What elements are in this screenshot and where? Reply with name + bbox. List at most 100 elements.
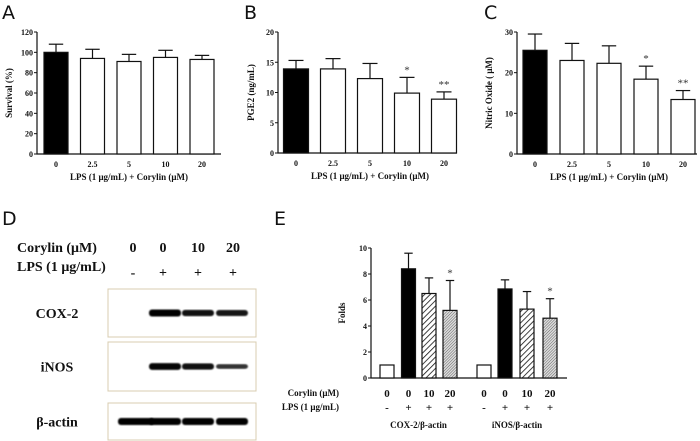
- corylin-row-label: Corylin (μM): [17, 241, 97, 256]
- y-tick-label: 20: [266, 28, 274, 37]
- corylin-value: 20: [226, 241, 240, 256]
- bar: [670, 98, 696, 155]
- bar: [356, 77, 384, 154]
- lps-value: -: [131, 266, 136, 281]
- x-tick-label: 5: [127, 160, 131, 169]
- chart-nitric-oxide: 0 10 20 30 Nitric Oxide ( μM) 0 2.5 5 * 10 ** 20 LPS…: [484, 28, 697, 182]
- blot-band: [216, 364, 248, 369]
- y-axis-label: PGE2 (ng/mL): [246, 64, 256, 121]
- lps-value: -: [482, 402, 486, 414]
- x-tick-label: 20: [198, 160, 206, 169]
- y-tick-label: 4: [363, 322, 367, 331]
- bar: [596, 62, 622, 155]
- x-axis-label: LPS (1 μg/mL) + Corylin (μM): [311, 171, 429, 181]
- panel-label-d: D: [2, 208, 17, 230]
- bar: [379, 364, 395, 379]
- x-axis-label: LPS (1 μg/mL) + Corylin (μM): [70, 172, 188, 182]
- bar: [319, 68, 347, 154]
- y-tick-label: 0: [29, 150, 33, 159]
- x-tick-label: 20: [679, 160, 687, 169]
- corylin-value: 0: [481, 388, 487, 400]
- corylin-value: 20: [545, 388, 557, 400]
- x-tick-label: 5: [368, 159, 372, 168]
- x-tick-label: 2.5: [567, 160, 577, 169]
- y-tick-label: 20: [505, 69, 513, 78]
- y-tick-label: 80: [25, 69, 33, 78]
- y-tick-label: 0: [270, 149, 274, 158]
- blot-row-label: COX-2: [36, 307, 79, 322]
- group-label: iNOS/β-actin: [492, 420, 542, 430]
- western-blot: Corylin (μM) LPS (1 μg/mL) 0 - 0 +10 +20 + COX-2…: [17, 241, 257, 441]
- panel-label-c: C: [484, 2, 497, 24]
- y-tick-label: 120: [21, 28, 33, 37]
- x-tick-label: 5: [607, 160, 611, 169]
- bar: [421, 292, 437, 379]
- lps-row-label: LPS (1 μg/mL): [17, 260, 106, 275]
- x-tick-label: 2.5: [328, 159, 338, 168]
- lps-value: +: [502, 402, 508, 414]
- panel-label-e: E: [274, 208, 286, 230]
- x-tick-label: 0: [294, 159, 298, 168]
- bar: [430, 98, 458, 154]
- y-tick-label: 5: [270, 119, 274, 128]
- bar: [152, 56, 179, 155]
- bar: [189, 58, 215, 155]
- bar: [633, 78, 659, 155]
- bar: [400, 268, 417, 379]
- group-label: COX-2/β-actin: [390, 420, 447, 430]
- bar: [79, 57, 106, 155]
- bar: [497, 288, 513, 379]
- y-tick-label: 100: [21, 48, 33, 57]
- lps-value: +: [405, 402, 411, 414]
- y-tick-label: 2: [363, 348, 367, 357]
- y-tick-label: 15: [266, 58, 274, 67]
- significance-marker: *: [643, 53, 649, 65]
- x-tick-label: 0: [54, 160, 58, 169]
- blot-band: [118, 418, 154, 425]
- blot-band: [149, 363, 181, 370]
- chart-folds: 0246810Folds0-0+10+*20+COX-2/β-actin0-0+…: [282, 244, 567, 430]
- y-tick-label: 6: [363, 296, 367, 305]
- significance-marker: **: [439, 79, 450, 91]
- corylin-value: 0: [502, 388, 508, 400]
- significance-marker: *: [547, 286, 553, 298]
- lps-value: +: [229, 266, 237, 281]
- blot-band: [216, 310, 248, 316]
- y-tick-label: 0: [509, 150, 513, 159]
- bar: [476, 364, 492, 379]
- lps-value: -: [385, 402, 389, 414]
- lps-value: +: [547, 402, 553, 414]
- bar: [442, 309, 458, 379]
- significance-marker: *: [404, 64, 410, 76]
- axis-lines: [370, 248, 567, 379]
- y-tick-label: 60: [25, 89, 33, 98]
- corylin-value: 0: [130, 241, 137, 256]
- corylin-value: 10: [191, 241, 205, 256]
- corylin-value: 0: [384, 388, 390, 400]
- lps-value: +: [426, 402, 432, 414]
- blot-band: [149, 309, 181, 317]
- blot-row-label: β-actin: [36, 416, 78, 431]
- y-axis-label: Survival (%): [4, 68, 14, 118]
- corylin-row-label: Corylin (μM): [288, 388, 339, 398]
- x-tick-label: 20: [440, 159, 448, 168]
- significance-marker: **: [678, 78, 689, 90]
- x-axis-label: LPS (1 μg/mL) + Corylin (μM): [550, 172, 668, 182]
- lps-value: +: [447, 402, 453, 414]
- chart-survival: 0 20 40 60 80 100 120 Survival (%) 0 2.5 5 10 20 LPS …: [4, 28, 221, 182]
- corylin-value: 0: [406, 388, 412, 400]
- blot-band: [149, 418, 181, 425]
- corylin-value: 20: [445, 388, 457, 400]
- lps-value: +: [524, 402, 530, 414]
- bar: [542, 317, 558, 379]
- y-axis-label: Folds: [337, 302, 347, 324]
- y-tick-label: 8: [363, 270, 367, 279]
- y-tick-label: 10: [266, 89, 274, 98]
- bar: [116, 60, 142, 155]
- blot-band: [182, 309, 214, 317]
- corylin-value: 0: [160, 241, 167, 256]
- y-tick-label: 40: [25, 109, 33, 118]
- significance-marker: *: [447, 268, 453, 280]
- y-tick-label: 0: [363, 374, 367, 383]
